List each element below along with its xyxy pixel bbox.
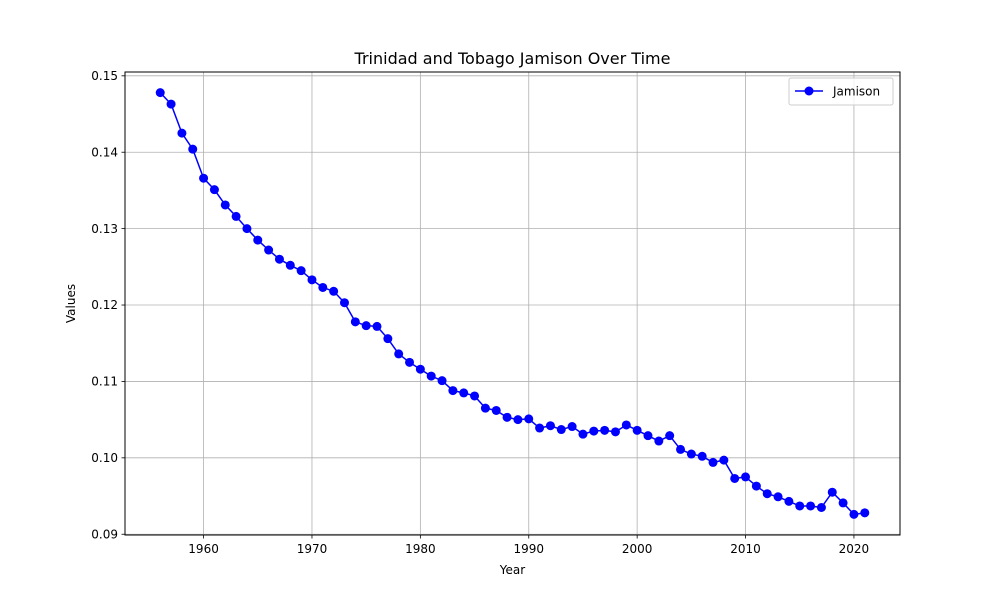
data-point: [372, 321, 382, 331]
data-point: [806, 501, 816, 511]
data-point: [632, 425, 642, 435]
series-layer: [155, 88, 870, 519]
data-point: [177, 128, 187, 138]
x-tick-label: 1980: [405, 542, 436, 556]
data-point: [751, 481, 761, 491]
y-tick-label: 0.13: [91, 222, 118, 236]
data-point: [350, 317, 360, 327]
data-point: [307, 275, 317, 285]
data-point: [405, 357, 415, 367]
data-point: [329, 286, 339, 296]
data-point: [491, 405, 501, 415]
data-point: [741, 472, 751, 482]
data-point: [166, 99, 176, 109]
data-point: [459, 388, 469, 398]
data-point: [545, 421, 555, 431]
legend-entry-label: Jamison: [832, 85, 880, 99]
data-point: [502, 412, 512, 422]
data-point: [437, 376, 447, 386]
data-point: [795, 501, 805, 511]
data-point: [318, 282, 328, 292]
legend: Jamison: [788, 77, 894, 106]
x-tick-label: 1990: [513, 542, 544, 556]
y-tick-label: 0.10: [91, 451, 118, 465]
data-point: [264, 245, 274, 255]
legend-box: [788, 77, 894, 106]
legend-marker-swatch: [804, 86, 814, 96]
data-point: [762, 489, 772, 499]
y-axis: 0.09 0.10 0.11 0.12 0.13 0.14 0.15: [91, 69, 125, 541]
x-tick-label: 1970: [297, 542, 328, 556]
data-point: [339, 298, 349, 308]
x-tick-label: 2000: [622, 542, 653, 556]
x-tick-label: 2020: [839, 542, 870, 556]
y-tick-label: 0.09: [91, 527, 118, 541]
data-point: [220, 200, 230, 210]
data-point: [686, 449, 696, 459]
data-point: [253, 235, 263, 245]
data-point: [296, 266, 306, 276]
data-point: [708, 457, 718, 467]
y-axis-label: Values: [64, 284, 78, 323]
data-point: [665, 431, 675, 441]
data-point: [567, 422, 577, 432]
data-point: [643, 431, 653, 441]
data-point: [654, 436, 664, 446]
data-point: [394, 349, 404, 359]
grid: [125, 72, 900, 535]
data-point: [860, 508, 870, 518]
data-point: [535, 423, 545, 433]
y-tick-label: 0.14: [91, 145, 118, 159]
x-axis: 1960 1970 1980 1990 2000 2010 2020: [188, 535, 869, 556]
data-point: [827, 487, 837, 497]
data-point: [578, 429, 588, 439]
data-point: [415, 364, 425, 374]
data-point: [556, 425, 566, 435]
data-point: [513, 415, 523, 425]
data-point: [188, 144, 198, 154]
x-tick-label: 2010: [730, 542, 761, 556]
data-point: [155, 88, 165, 98]
data-point: [524, 414, 534, 424]
x-axis-label: Year: [499, 563, 525, 577]
y-tick-label: 0.15: [91, 69, 118, 83]
data-point: [600, 425, 610, 435]
data-point: [199, 173, 209, 183]
data-point: [849, 509, 859, 519]
y-tick-label: 0.12: [91, 298, 118, 312]
data-point: [480, 403, 490, 413]
data-point: [784, 496, 794, 506]
data-point: [719, 455, 729, 465]
data-point: [621, 420, 631, 430]
data-point: [589, 426, 599, 436]
data-point: [610, 427, 620, 437]
plot-frame: [124, 71, 901, 536]
data-point: [730, 473, 740, 483]
data-point: [361, 321, 371, 331]
data-point: [676, 444, 686, 454]
data-point: [470, 391, 480, 401]
data-point: [426, 371, 436, 381]
data-point: [231, 211, 241, 221]
data-point: [274, 254, 284, 264]
data-point: [773, 492, 783, 502]
data-point: [242, 224, 252, 234]
data-point: [285, 260, 295, 270]
data-point: [816, 503, 826, 512]
y-tick-label: 0.11: [91, 375, 118, 389]
data-point: [383, 334, 393, 344]
chart-title: Trinidad and Tobago Jamison Over Time: [354, 49, 671, 68]
data-point: [448, 386, 458, 396]
data-point: [209, 185, 219, 195]
x-tick-label: 1960: [188, 542, 219, 556]
data-point: [697, 451, 707, 461]
data-point: [838, 498, 848, 508]
